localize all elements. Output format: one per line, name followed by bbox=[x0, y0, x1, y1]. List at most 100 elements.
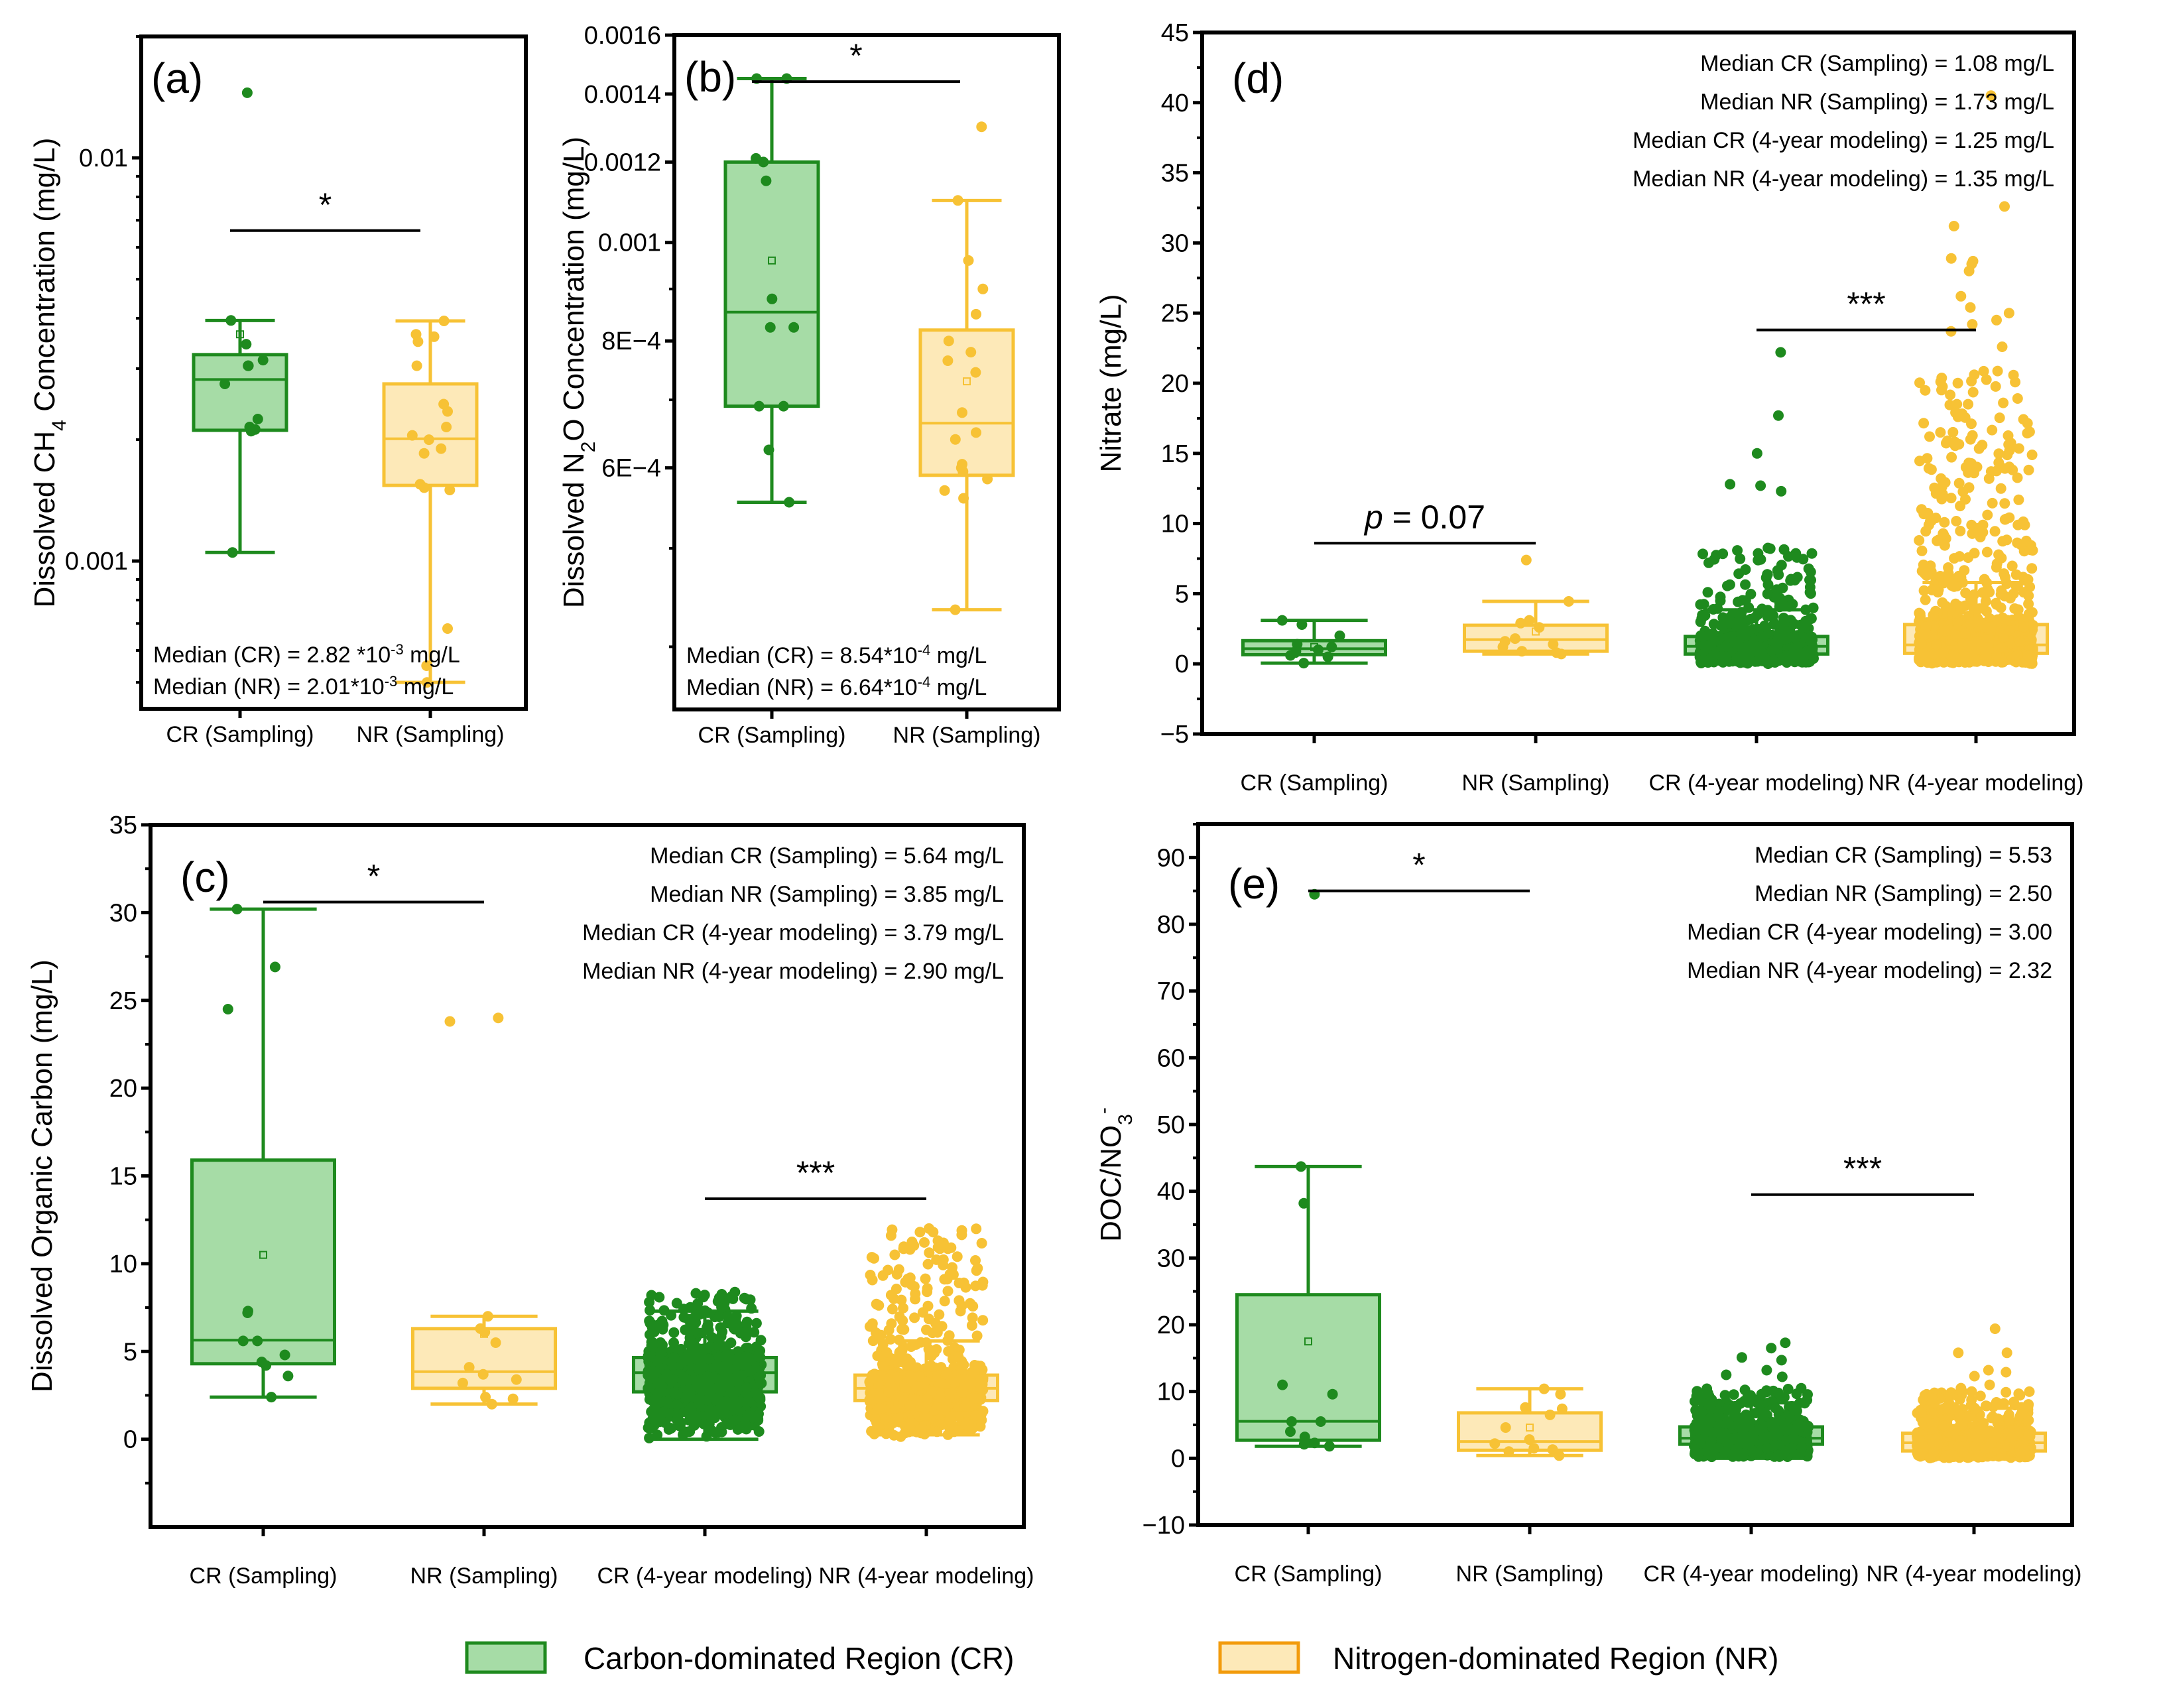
data-point bbox=[1928, 648, 1940, 660]
data-point bbox=[946, 1242, 957, 1253]
data-point bbox=[1942, 435, 1953, 446]
data-point bbox=[877, 1270, 889, 1281]
data-point bbox=[1987, 497, 1998, 509]
data-point bbox=[1963, 457, 1975, 469]
data-point bbox=[712, 1361, 723, 1372]
points bbox=[1945, 90, 2014, 352]
data-point bbox=[893, 1413, 904, 1424]
panel-tag: (d) bbox=[1232, 54, 1284, 102]
data-point bbox=[1981, 546, 1993, 558]
data-point bbox=[955, 1306, 966, 1317]
data-point bbox=[646, 1406, 657, 1418]
data-point bbox=[877, 1361, 889, 1372]
data-point bbox=[1500, 1422, 1511, 1433]
data-point bbox=[507, 1393, 519, 1404]
box-iqr bbox=[723, 160, 820, 408]
data-point bbox=[252, 1335, 263, 1347]
data-point bbox=[885, 1230, 896, 1241]
data-point bbox=[889, 1249, 900, 1260]
data-point bbox=[1697, 631, 1708, 642]
data-point bbox=[658, 1305, 670, 1316]
data-point bbox=[252, 414, 263, 424]
data-point bbox=[971, 1393, 982, 1404]
data-point bbox=[1965, 302, 1976, 313]
data-point bbox=[1779, 613, 1790, 625]
data-point bbox=[1991, 314, 2002, 326]
box-b-1 bbox=[918, 121, 1015, 615]
data-point bbox=[1737, 595, 1748, 606]
data-point bbox=[2003, 308, 2014, 319]
data-point bbox=[936, 1321, 948, 1332]
data-point bbox=[1966, 519, 1977, 530]
data-point bbox=[869, 1252, 879, 1264]
y-tick-label: 15 bbox=[109, 1163, 137, 1191]
data-point bbox=[412, 336, 424, 347]
p-symbol: p bbox=[1363, 499, 1383, 536]
data-point bbox=[883, 1386, 894, 1398]
data-point bbox=[1740, 579, 1751, 590]
data-point bbox=[1974, 603, 1985, 614]
data-point bbox=[648, 1320, 659, 1331]
x-tick-label: CR (Sampling) bbox=[1241, 770, 1388, 796]
data-point bbox=[881, 1428, 892, 1439]
data-point bbox=[713, 1382, 724, 1394]
points bbox=[1497, 554, 1574, 660]
data-point bbox=[885, 1333, 896, 1345]
data-point bbox=[668, 1352, 680, 1363]
data-point bbox=[956, 1229, 967, 1241]
data-point bbox=[1995, 589, 2006, 600]
data-point bbox=[896, 1323, 908, 1335]
data-point bbox=[1965, 434, 1976, 445]
data-point bbox=[763, 444, 774, 456]
note-part: Median (NR) = 6.64*10 bbox=[686, 675, 918, 700]
data-point bbox=[1709, 650, 1720, 661]
data-point bbox=[1709, 635, 1720, 646]
data-point bbox=[1998, 397, 2009, 408]
plot-area bbox=[1241, 90, 2049, 669]
data-point bbox=[922, 1394, 933, 1405]
data-point bbox=[1920, 650, 1930, 661]
data-point bbox=[971, 427, 981, 438]
data-point bbox=[243, 360, 254, 371]
data-point bbox=[1777, 582, 1788, 593]
y-tick-label: −5 bbox=[1160, 721, 1189, 749]
data-point bbox=[1702, 587, 1713, 598]
data-point bbox=[753, 400, 765, 412]
data-point bbox=[896, 1357, 907, 1367]
data-point bbox=[1950, 407, 1961, 418]
data-point bbox=[1756, 631, 1767, 642]
data-point bbox=[2003, 430, 2014, 441]
data-point bbox=[1943, 562, 1954, 573]
data-point bbox=[1725, 479, 1736, 490]
points bbox=[406, 316, 456, 688]
data-point bbox=[1980, 595, 1991, 607]
data-point bbox=[903, 1370, 914, 1380]
data-point bbox=[1924, 431, 1935, 442]
data-point bbox=[1985, 90, 1997, 101]
data-point bbox=[2010, 569, 2022, 580]
data-point bbox=[2018, 414, 2029, 425]
data-point bbox=[1778, 652, 1790, 663]
data-point bbox=[967, 1378, 977, 1388]
data-point bbox=[669, 1387, 680, 1398]
data-point bbox=[654, 1292, 665, 1303]
data-point bbox=[736, 1370, 747, 1381]
y-axis-label: Dissolved N2O Concentration (mg/L) bbox=[558, 137, 599, 608]
data-point bbox=[257, 355, 269, 366]
axes-frame bbox=[139, 34, 528, 711]
data-point bbox=[406, 430, 418, 441]
data-point bbox=[1510, 633, 1520, 644]
box-e-0 bbox=[1235, 888, 1381, 1452]
data-point bbox=[1959, 652, 1970, 663]
box-b-0 bbox=[723, 73, 820, 508]
data-point bbox=[441, 422, 452, 432]
data-point bbox=[939, 485, 950, 496]
data-point bbox=[1938, 528, 1949, 540]
data-point bbox=[982, 473, 993, 485]
data-point bbox=[1808, 602, 1819, 613]
box-d-0 bbox=[1241, 615, 1387, 669]
data-point bbox=[923, 1313, 934, 1325]
data-point bbox=[942, 1369, 953, 1380]
data-point bbox=[1978, 365, 1989, 377]
y-tick-label: 0.001 bbox=[598, 229, 661, 257]
